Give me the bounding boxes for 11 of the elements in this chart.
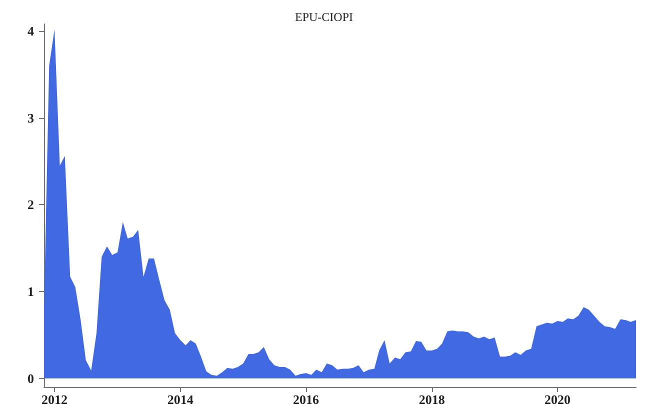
- x-tick-label: 2014: [167, 392, 194, 407]
- x-tick-label: 2020: [544, 392, 571, 407]
- y-tick-label: 2: [28, 197, 34, 212]
- x-tick-label: 2012: [42, 392, 68, 407]
- x-tick-label: 2018: [418, 392, 446, 407]
- x-tick-label: 2016: [293, 392, 320, 407]
- y-tick-label: 3: [28, 110, 34, 126]
- chart-title: EPU-CIOPI: [294, 10, 354, 24]
- y-tick-label: 0: [28, 370, 34, 386]
- y-tick-label: 4: [28, 23, 34, 38]
- y-tick-label: 1: [28, 284, 34, 299]
